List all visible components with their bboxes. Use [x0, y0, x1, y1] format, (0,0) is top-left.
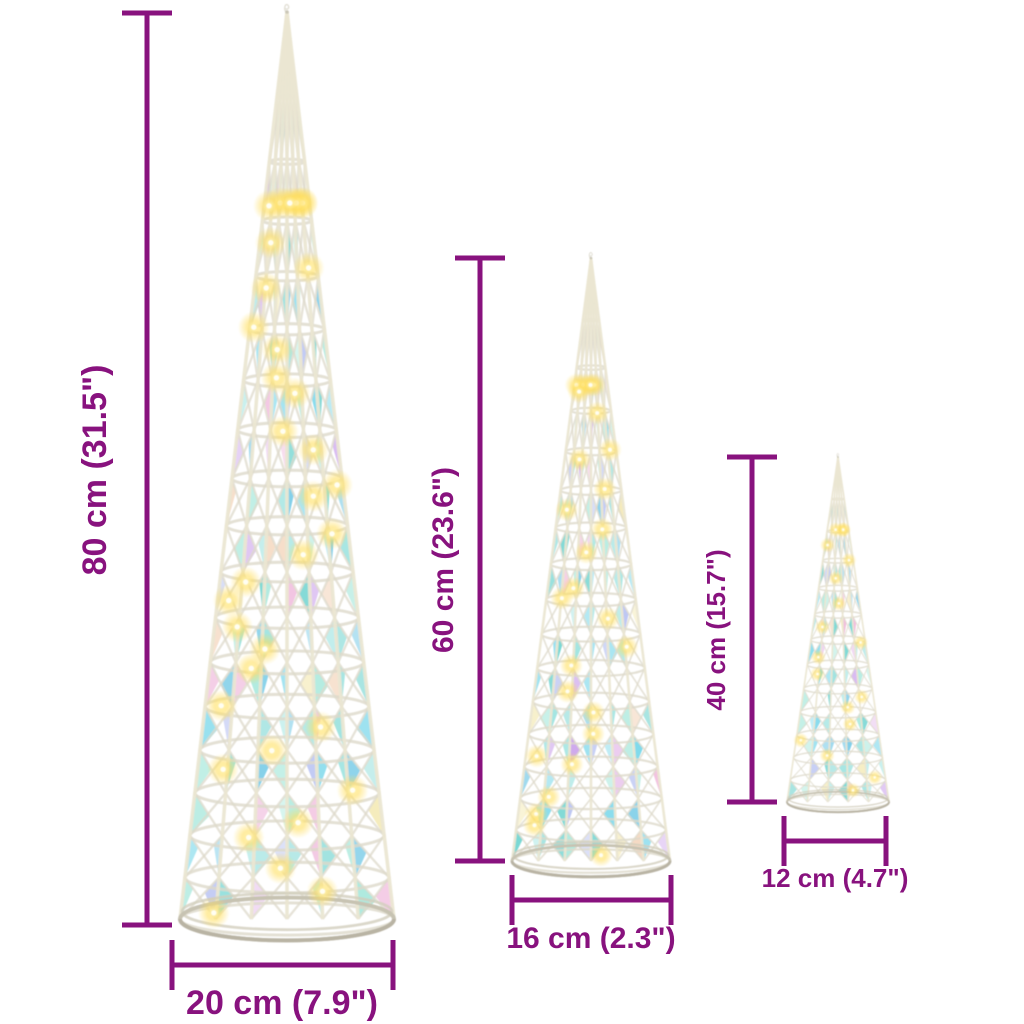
svg-text:40 cm (15.7"): 40 cm (15.7") [701, 549, 731, 710]
svg-text:60 cm (23.6"): 60 cm (23.6") [427, 467, 460, 653]
svg-text:80 cm (31.5"): 80 cm (31.5") [76, 365, 114, 576]
svg-text:20 cm (7.9"): 20 cm (7.9") [186, 984, 378, 1022]
svg-text:12 cm (4.7"): 12 cm (4.7") [762, 863, 909, 893]
svg-text:16 cm (2.3"): 16 cm (2.3") [506, 922, 675, 955]
